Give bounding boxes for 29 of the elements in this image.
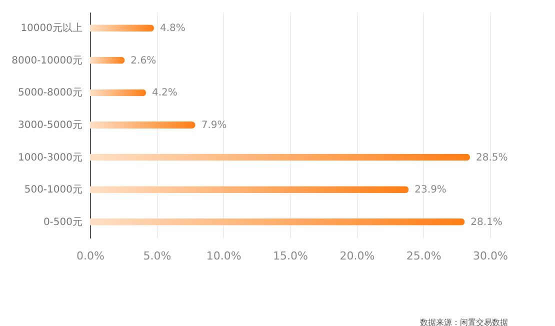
- y-tick-label: 10000元以上: [20, 22, 82, 34]
- bar: [90, 24, 154, 32]
- data-label: 7.9%: [201, 120, 227, 131]
- x-tick-label: 20.0%: [340, 250, 375, 262]
- bar: [90, 89, 146, 96]
- source-note: 数据来源：闲置交易数据: [420, 318, 508, 326]
- y-tick-label: 3000-5000元: [18, 120, 82, 131]
- data-label: 4.8%: [160, 23, 186, 34]
- data-label: 4.2%: [152, 88, 178, 99]
- x-tick-label: 10.0%: [206, 250, 242, 262]
- y-tick-label: 5000-8000元: [18, 88, 82, 99]
- bar: [90, 122, 196, 128]
- x-tick-label: 15.0%: [273, 250, 308, 262]
- x-tick-label: 30.0%: [473, 250, 508, 262]
- bar: [90, 218, 465, 226]
- data-label: 2.6%: [130, 55, 156, 66]
- bar: [90, 56, 125, 64]
- y-tick-label: 500-1000元: [24, 184, 82, 196]
- y-tick-label: 8000-10000元: [12, 55, 82, 66]
- x-tick-label: 0.0%: [76, 250, 104, 262]
- bar: [90, 154, 470, 161]
- data-label: 28.5%: [476, 152, 508, 164]
- x-tick-label: 25.0%: [406, 250, 442, 262]
- y-tick-label: 0-500元: [43, 216, 82, 228]
- x-tick-label: 5.0%: [143, 250, 172, 262]
- y-tick-label: 1000-3000元: [18, 152, 82, 164]
- data-label: 28.1%: [470, 216, 502, 228]
- data-label: 23.9%: [414, 184, 446, 196]
- bar: [90, 186, 409, 194]
